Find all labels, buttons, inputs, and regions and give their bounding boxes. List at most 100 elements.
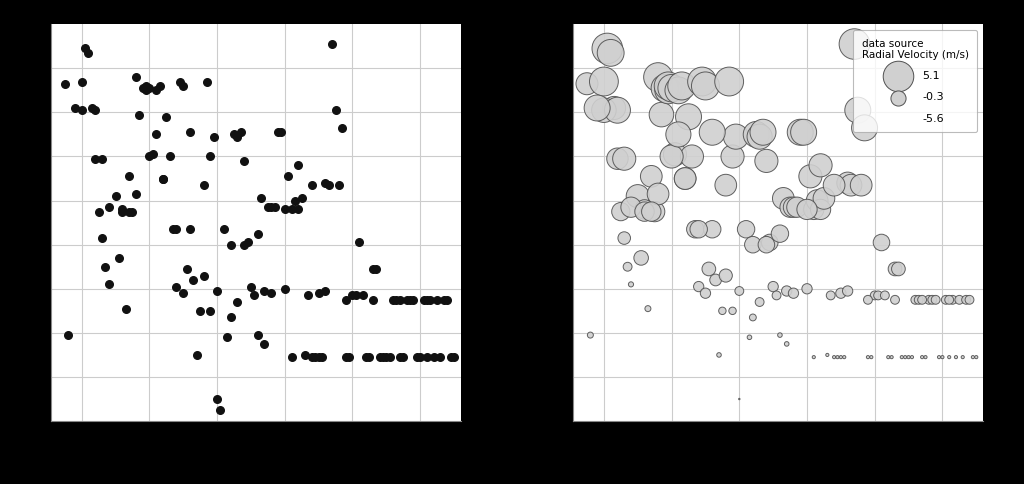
- Point: [660, 87, 677, 94]
- Point: [158, 113, 174, 121]
- Point: [276, 206, 293, 213]
- Point: [185, 276, 202, 284]
- Point: [620, 263, 636, 271]
- Point: [609, 155, 626, 163]
- Point: [382, 353, 398, 361]
- Point: [860, 353, 877, 361]
- Point: [256, 340, 272, 348]
- Point: [269, 128, 286, 136]
- Point: [297, 351, 313, 359]
- Point: [152, 82, 168, 90]
- Point: [172, 77, 188, 85]
- Point: [900, 353, 916, 361]
- Point: [365, 296, 381, 303]
- Point: [141, 84, 158, 92]
- Point: [670, 131, 686, 138]
- Point: [596, 106, 612, 114]
- Point: [812, 206, 828, 213]
- Point: [778, 340, 795, 348]
- Point: [589, 104, 605, 112]
- Point: [968, 353, 984, 361]
- Point: [100, 203, 117, 211]
- Point: [677, 175, 693, 182]
- Point: [765, 283, 781, 290]
- Point: [250, 331, 266, 339]
- Point: [667, 151, 683, 158]
- Point: [361, 353, 378, 361]
- Point: [846, 40, 862, 48]
- Point: [731, 287, 748, 295]
- Point: [388, 296, 404, 303]
- Point: [690, 283, 707, 290]
- Point: [643, 172, 659, 180]
- Point: [924, 296, 940, 303]
- Point: [677, 175, 693, 182]
- Point: [799, 206, 815, 213]
- Point: [310, 289, 327, 297]
- Point: [609, 106, 626, 114]
- Point: [442, 353, 459, 361]
- Point: [802, 172, 818, 180]
- Point: [111, 254, 127, 262]
- Point: [266, 203, 283, 211]
- Point: [188, 351, 205, 359]
- Point: [788, 203, 805, 211]
- Point: [236, 157, 252, 165]
- Point: [762, 239, 778, 246]
- Point: [375, 353, 391, 361]
- Point: [833, 353, 849, 361]
- Point: [887, 265, 903, 273]
- Point: [640, 305, 656, 313]
- Point: [243, 283, 259, 290]
- Point: [826, 182, 843, 189]
- X-axis label: Tangential Velocity (m/s): Tangential Velocity (m/s): [179, 449, 333, 462]
- Point: [843, 182, 859, 189]
- Point: [87, 106, 103, 114]
- Point: [354, 291, 371, 299]
- Legend: 5.1, -0.3, -5.6: 5.1, -0.3, -5.6: [853, 30, 978, 133]
- Point: [643, 208, 659, 215]
- Point: [401, 296, 418, 303]
- Point: [951, 296, 968, 303]
- Point: [419, 296, 435, 303]
- Point: [799, 285, 815, 293]
- Point: [623, 203, 639, 211]
- Point: [884, 353, 900, 361]
- Point: [406, 296, 422, 303]
- Point: [897, 353, 913, 361]
- Point: [263, 203, 280, 211]
- Point: [165, 226, 181, 233]
- Point: [398, 296, 415, 303]
- Point: [792, 128, 808, 136]
- Point: [752, 133, 768, 140]
- Point: [175, 82, 191, 90]
- Point: [877, 291, 893, 299]
- Point: [650, 190, 667, 198]
- Point: [785, 289, 802, 297]
- Point: [216, 226, 232, 233]
- Point: [812, 162, 828, 169]
- Point: [913, 296, 930, 303]
- Point: [284, 206, 300, 213]
- Y-axis label: Pressure (Pa): Pressure (Pa): [0, 182, 11, 264]
- Point: [962, 296, 978, 303]
- Point: [633, 254, 649, 262]
- Point: [67, 104, 83, 112]
- Point: [890, 265, 906, 273]
- Point: [280, 172, 296, 180]
- Point: [806, 353, 822, 361]
- Point: [124, 208, 140, 215]
- Point: [741, 333, 758, 341]
- Point: [840, 179, 856, 187]
- Point: [338, 296, 354, 303]
- Point: [744, 314, 761, 321]
- Point: [744, 241, 761, 249]
- Point: [84, 104, 100, 112]
- Point: [385, 296, 401, 303]
- Point: [806, 206, 822, 213]
- Point: [721, 77, 737, 85]
- Point: [856, 124, 872, 132]
- Point: [155, 175, 171, 182]
- Point: [755, 128, 771, 136]
- Point: [212, 406, 228, 414]
